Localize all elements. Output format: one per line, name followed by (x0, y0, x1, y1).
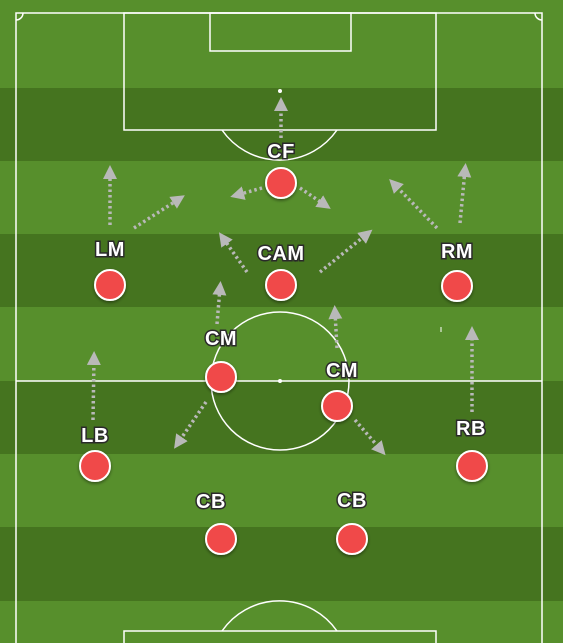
grass-stripe (0, 0, 563, 88)
player-lm[interactable]: LM (94, 238, 126, 301)
player-cm-right[interactable]: CM (321, 359, 359, 422)
player-marker[interactable] (441, 270, 473, 302)
player-label: LM (95, 239, 125, 261)
grass-stripe (0, 601, 563, 643)
goal-box-top (209, 12, 352, 52)
player-rm[interactable]: RM (439, 240, 474, 302)
centre-spot (278, 379, 282, 383)
arrow-cf-left (230, 186, 263, 200)
player-cf[interactable]: CF (265, 140, 297, 199)
player-marker[interactable] (205, 523, 237, 555)
player-marker[interactable] (94, 269, 126, 301)
arrow-cam-left (218, 232, 249, 274)
arrow-rm-diagonal (389, 178, 439, 230)
player-label: CM (205, 328, 237, 350)
penalty-arc-bottom (221, 600, 338, 632)
arrow-cm-left-up (212, 281, 227, 325)
players: CF LM CAM RM CM CM LB RB (79, 140, 488, 555)
player-marker[interactable] (205, 361, 237, 393)
corner-arc-top-right (534, 12, 543, 21)
arrow-cm-right-up (328, 305, 343, 349)
grass-stripe (0, 527, 563, 601)
corner-arc-top-left (15, 12, 24, 21)
penalty-arc-top (221, 129, 338, 161)
grass-stripe (0, 307, 563, 381)
player-cb-right[interactable]: CB (336, 489, 368, 555)
player-rb[interactable]: RB (455, 417, 488, 482)
arrow-cm-right-down (353, 418, 386, 456)
player-marker[interactable] (79, 450, 111, 482)
player-label: RM (441, 241, 473, 263)
player-marker[interactable] (336, 523, 368, 555)
player-label: RB (456, 418, 486, 440)
player-marker[interactable] (265, 167, 297, 199)
penalty-spot-top (278, 89, 282, 93)
player-cb-left[interactable]: CB (195, 490, 237, 555)
player-label: CF (267, 141, 295, 163)
arrow-lm-diagonal (133, 195, 185, 230)
pitch-lines (15, 12, 543, 643)
movement-arrows (86, 97, 479, 456)
arrow-rm-up (457, 163, 472, 224)
player-label: CB (196, 491, 226, 513)
player-cam[interactable]: CAM (256, 242, 306, 301)
player-marker[interactable] (456, 450, 488, 482)
player-cm-left[interactable]: CM (203, 327, 238, 393)
player-lb[interactable]: LB (79, 424, 111, 482)
grass-stripe (0, 381, 563, 454)
player-label: CB (337, 490, 367, 512)
penalty-box-bottom (123, 630, 437, 643)
player-label: CAM (257, 243, 304, 265)
player-label: CM (326, 360, 358, 382)
player-marker[interactable] (265, 269, 297, 301)
arrow-cam-right (318, 229, 373, 274)
player-label: LB (81, 425, 109, 447)
arrow-lb-up (86, 351, 101, 421)
player-marker[interactable] (321, 390, 353, 422)
